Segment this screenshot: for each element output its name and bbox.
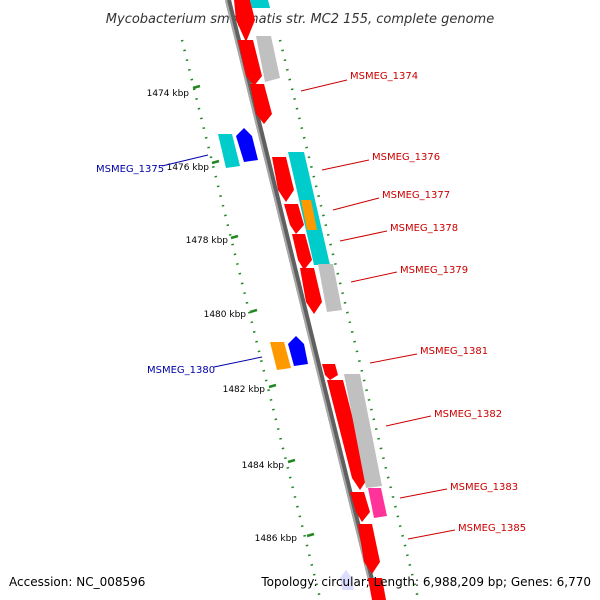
ruler-labels: 1474 kbp 1476 kbp 1478 kbp 1480 kbp 1482… (147, 89, 298, 544)
gene-feature (340, 570, 354, 590)
gene-label[interactable]: MSMEG_1377 (382, 190, 450, 201)
forward-leader-lines (300, 79, 456, 540)
cds-feature (368, 578, 386, 600)
ruler-label: 1480 kbp (204, 310, 247, 320)
cds-feature (292, 234, 312, 270)
cds-feature (350, 492, 370, 522)
gene-feature (270, 342, 291, 370)
gene-feature (301, 200, 317, 230)
forward-features (234, 0, 387, 600)
gene-label[interactable]: MSMEG_1381 (420, 346, 488, 357)
cds-feature (250, 84, 272, 124)
ruler-label: 1482 kbp (223, 385, 266, 395)
gene-label[interactable]: MSMEG_1379 (400, 265, 468, 276)
cds-feature (284, 204, 304, 234)
gene-label[interactable]: MSMEG_1375 (96, 164, 164, 175)
ruler-label: 1474 kbp (147, 89, 190, 99)
ruler-ticks (192, 84, 315, 538)
genome-summary-text: Topology: circular; Length: 6,988,209 bp… (260, 575, 591, 589)
cds-feature (238, 40, 262, 86)
reverse-features (218, 128, 354, 590)
gene-feature (368, 488, 387, 518)
gc-track-inner (278, 39, 420, 599)
cds-feature (300, 268, 322, 314)
gene-feature (288, 336, 308, 366)
map-title: Mycobacterium smegmatis str. MC2 155, co… (106, 12, 494, 27)
ruler-label: 1476 kbp (167, 163, 210, 173)
cds-feature (322, 364, 338, 380)
cds-feature (327, 380, 368, 490)
gene-feature (236, 128, 258, 162)
gene-feature (344, 374, 382, 488)
gene-label[interactable]: MSMEG_1380 (147, 365, 215, 376)
ruler-label: 1486 kbp (255, 534, 298, 544)
reverse-gene-labels: MSMEG_1375 MSMEG_1380 (96, 164, 215, 376)
gene-label[interactable]: MSMEG_1374 (350, 71, 418, 82)
gene-label[interactable]: MSMEG_1383 (450, 482, 518, 493)
gene-label[interactable]: MSMEG_1382 (434, 409, 502, 420)
forward-gene-labels: MSMEG_1374 MSMEG_1376 MSMEG_1377 MSMEG_1… (350, 71, 526, 534)
gene-feature (318, 264, 342, 312)
gene-feature (218, 134, 240, 168)
gene-feature (250, 0, 270, 8)
accession-text: Accession: NC_008596 (9, 575, 145, 589)
cds-feature (234, 0, 255, 42)
gene-label[interactable]: MSMEG_1376 (372, 152, 440, 163)
gene-label[interactable]: MSMEG_1385 (458, 523, 526, 534)
cds-feature (358, 524, 380, 574)
gene-feature (256, 36, 280, 82)
cds-feature (272, 157, 294, 202)
reverse-leader-lines (161, 154, 263, 368)
genome-backbone (225, 0, 379, 600)
ruler-label: 1478 kbp (186, 236, 229, 246)
ruler-label: 1484 kbp (242, 461, 285, 471)
gene-label[interactable]: MSMEG_1378 (390, 223, 458, 234)
